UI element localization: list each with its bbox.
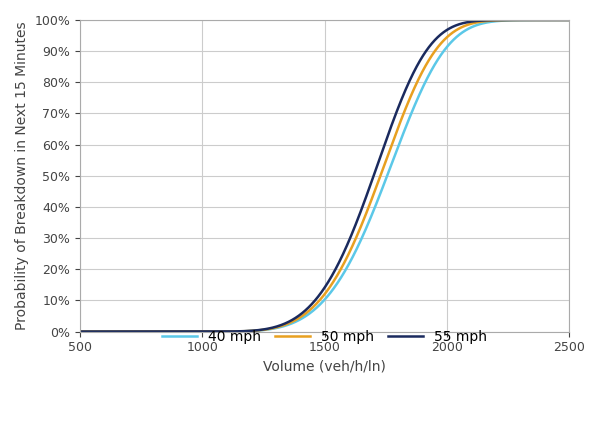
50 mph (101, 329, 109, 334)
Line: 40 mph: 40 mph (80, 20, 569, 331)
40 mph (551, 17, 559, 22)
50 mph (551, 17, 559, 22)
50 mph (551, 17, 558, 22)
X-axis label: Volume (veh/h/ln): Volume (veh/h/ln) (263, 360, 386, 374)
40 mph (77, 329, 84, 334)
55 mph (551, 17, 558, 22)
40 mph (565, 17, 572, 22)
50 mph (77, 329, 84, 334)
50 mph (461, 23, 469, 29)
55 mph (77, 329, 84, 334)
Line: 55 mph: 55 mph (80, 20, 569, 331)
50 mph (301, 311, 308, 317)
55 mph (101, 329, 109, 334)
55 mph (314, 294, 322, 299)
40 mph (314, 304, 322, 309)
55 mph (301, 308, 308, 313)
40 mph (101, 329, 109, 334)
55 mph (461, 20, 469, 25)
Line: 50 mph: 50 mph (80, 20, 569, 331)
55 mph (565, 17, 572, 22)
50 mph (565, 17, 572, 22)
Legend: 40 mph, 50 mph, 55 mph: 40 mph, 50 mph, 55 mph (157, 324, 493, 349)
55 mph (551, 17, 559, 22)
50 mph (314, 299, 322, 305)
40 mph (301, 314, 308, 319)
40 mph (551, 17, 558, 22)
Y-axis label: Probability of Breakdown in Next 15 Minutes: Probability of Breakdown in Next 15 Minu… (15, 22, 29, 330)
40 mph (461, 28, 469, 33)
